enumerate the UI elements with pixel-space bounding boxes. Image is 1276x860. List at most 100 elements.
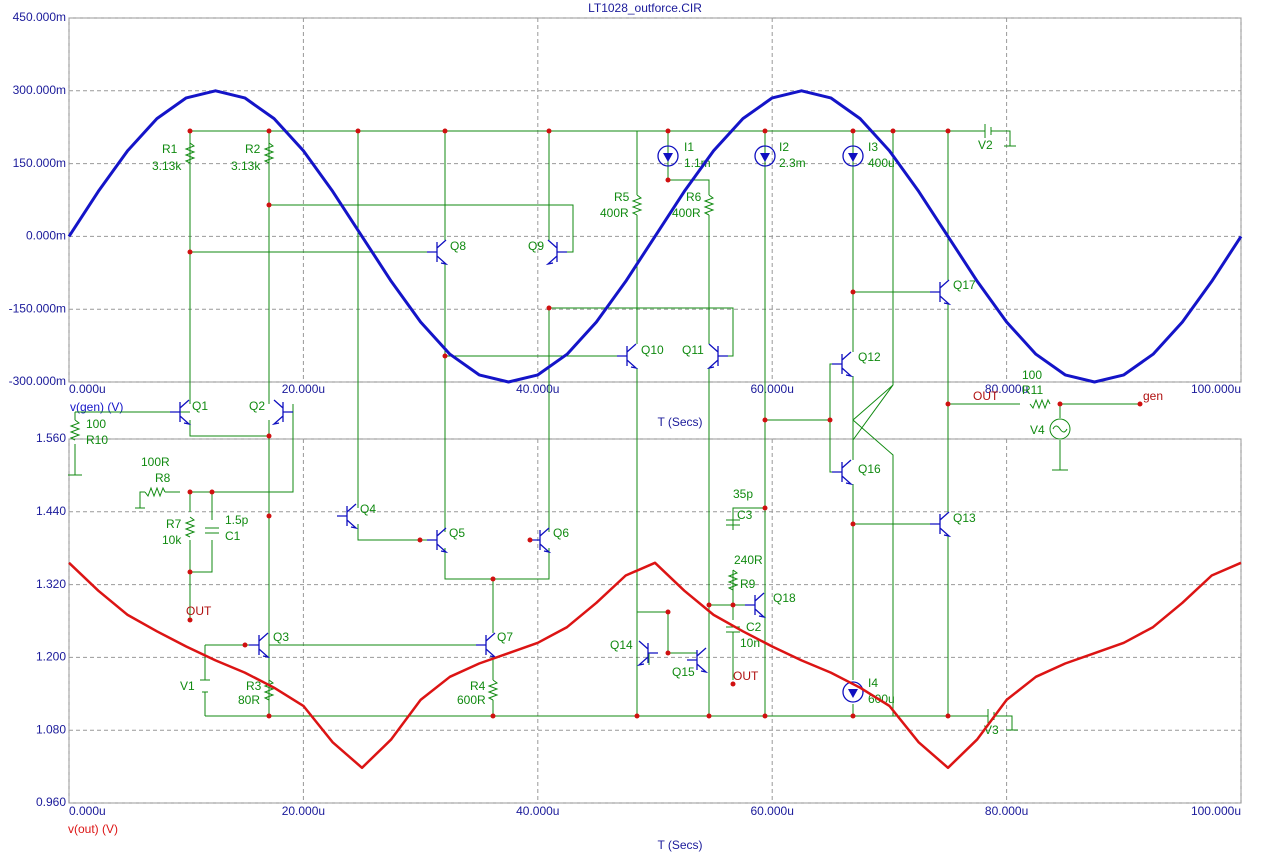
schematic-label: 400R bbox=[672, 206, 701, 220]
transistor bbox=[427, 527, 449, 554]
transistor bbox=[427, 239, 449, 266]
resistor bbox=[184, 516, 196, 538]
junction bbox=[209, 489, 215, 495]
junction bbox=[634, 713, 640, 719]
schematic-label: R4 bbox=[470, 679, 486, 693]
transistor bbox=[337, 503, 359, 530]
schematic-label: I4 bbox=[868, 676, 878, 690]
schematic-label: OUT bbox=[186, 604, 212, 618]
schematic-label: I3 bbox=[868, 140, 878, 154]
transistor bbox=[706, 343, 728, 370]
junction bbox=[417, 537, 423, 543]
schematic-label: R8 bbox=[155, 471, 171, 485]
transistor bbox=[249, 632, 271, 659]
schematic-label: R9 bbox=[740, 577, 756, 591]
schematic-label: gen bbox=[1143, 389, 1163, 403]
schematic: R1 3.13k R2 3.13k Q8 Q9 I1 1.1m I2 2.3m I3 400u V2 R5… bbox=[68, 124, 1163, 737]
schematic-label: 240R bbox=[734, 553, 763, 567]
x-tick-label: 80.000u bbox=[985, 382, 1028, 396]
y-tick-label: 1.560 bbox=[36, 431, 66, 445]
junction bbox=[945, 401, 951, 407]
schematic-label: V4 bbox=[1030, 423, 1045, 437]
schematic-label: V2 bbox=[978, 138, 993, 152]
schematic-label: 1.1m bbox=[684, 156, 711, 170]
junction bbox=[850, 289, 856, 295]
data-line bbox=[67, 89, 1243, 384]
schematic-label: Q10 bbox=[641, 343, 664, 357]
schematic-label: 10k bbox=[162, 533, 182, 547]
current-source bbox=[754, 145, 776, 167]
schematic-label: R7 bbox=[166, 517, 182, 531]
junction bbox=[187, 569, 193, 575]
schematic-label: Q4 bbox=[360, 502, 376, 516]
schematic-label: R10 bbox=[86, 433, 108, 447]
transistor bbox=[271, 399, 293, 426]
resistor bbox=[727, 569, 739, 591]
current-source bbox=[842, 145, 864, 167]
transistor bbox=[545, 239, 567, 266]
schematic-label: I2 bbox=[779, 140, 789, 154]
legend-label: v(gen) (V) bbox=[70, 400, 123, 414]
resistor bbox=[1029, 398, 1051, 410]
schematic-label: 3.13k bbox=[152, 159, 182, 173]
schematic-label: Q2 bbox=[249, 399, 265, 413]
schematic-label: Q11 bbox=[682, 343, 704, 357]
transistor bbox=[745, 592, 767, 619]
schematic-label: Q16 bbox=[858, 462, 881, 476]
x-tick-label: 60.000u bbox=[751, 382, 794, 396]
junction bbox=[762, 505, 768, 511]
junction bbox=[850, 128, 856, 134]
voltage-symbols bbox=[68, 124, 1068, 731]
junction bbox=[762, 713, 768, 719]
y-tick-label: -150.000m bbox=[9, 301, 66, 315]
schematic-label: C3 bbox=[737, 508, 753, 522]
junction bbox=[945, 128, 951, 134]
junction bbox=[266, 513, 272, 519]
y-tick-label: 1.200 bbox=[36, 650, 66, 664]
transistor bbox=[530, 527, 552, 554]
schematic-label: Q5 bbox=[449, 526, 465, 540]
x-tick-label: 20.000u bbox=[282, 382, 325, 396]
capacitor bbox=[726, 519, 740, 526]
junction bbox=[665, 128, 671, 134]
junction bbox=[442, 128, 448, 134]
schematic-label: Q14 bbox=[610, 638, 633, 652]
schematic-label: Q8 bbox=[450, 239, 466, 253]
transistor bbox=[930, 279, 952, 306]
data-line bbox=[68, 561, 1242, 770]
junction bbox=[665, 609, 671, 615]
resistor bbox=[144, 486, 166, 498]
schematic-label: Q3 bbox=[273, 630, 289, 644]
junction bbox=[527, 537, 533, 543]
legend-label: v(out) (V) bbox=[68, 822, 118, 836]
schematic-label: 10n bbox=[740, 636, 760, 650]
x-axis-label: T (Secs) bbox=[657, 838, 702, 852]
transistor bbox=[687, 647, 709, 674]
junction bbox=[730, 681, 736, 687]
transistor bbox=[930, 511, 952, 538]
schematic-label: 3.13k bbox=[231, 159, 261, 173]
schematic-label: V1 bbox=[180, 679, 195, 693]
junction bbox=[187, 617, 193, 623]
schematic-label: R3 bbox=[246, 679, 262, 693]
junction bbox=[850, 713, 856, 719]
y-tick-label: 300.000m bbox=[13, 83, 66, 97]
x-tick-label: 60.000u bbox=[751, 804, 794, 818]
schematic-label: R2 bbox=[245, 142, 261, 156]
junction bbox=[187, 128, 193, 134]
current-arrow bbox=[848, 153, 858, 162]
resistor bbox=[184, 142, 196, 164]
junction bbox=[187, 249, 193, 255]
schematic-label: 600R bbox=[457, 693, 486, 707]
y-tick-label: 450.000m bbox=[13, 10, 66, 24]
junction bbox=[546, 305, 552, 311]
junction bbox=[945, 713, 951, 719]
x-tick-label: 40.000u bbox=[516, 804, 559, 818]
plots: -300.000m -150.000m 0.000m 150.000m 300.000m… bbox=[9, 1, 1242, 852]
schematic-label: Q17 bbox=[953, 278, 976, 292]
transistor bbox=[636, 640, 658, 667]
current-source bbox=[657, 145, 679, 167]
junction bbox=[187, 489, 193, 495]
transistor bbox=[170, 399, 192, 426]
schematic-label: OUT bbox=[733, 669, 759, 683]
